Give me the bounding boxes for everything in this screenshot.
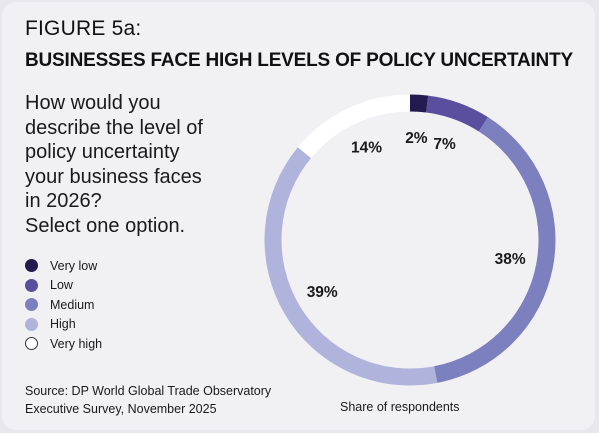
question-line: Select one option. <box>25 214 186 237</box>
data-label-high: 39% <box>307 284 338 301</box>
data-label-very-low: 2% <box>405 130 428 147</box>
source-note: Source: DP World Global Trade Observator… <box>25 382 271 418</box>
legend-item-high: High <box>25 315 102 335</box>
source-line: Executive Survey, November 2025 <box>25 402 217 416</box>
donut-chart: 2% 7% 38% 39% 14% <box>264 94 556 386</box>
legend-label: Very high <box>50 336 103 351</box>
donut-segment-very-low <box>409 94 429 113</box>
donut-segment-medium <box>434 117 556 383</box>
question-line: describe the level of <box>25 116 203 139</box>
chart-legend: Very low Low Medium High Very high <box>25 256 102 354</box>
legend-swatch <box>25 298 38 312</box>
legend-label: Low <box>50 278 73 293</box>
figure-label: FIGURE 5a: <box>25 17 142 40</box>
source-line: Source: DP World Global Trade Observator… <box>25 384 272 398</box>
data-label-low: 7% <box>433 136 456 153</box>
donut-segment-very-high <box>297 94 411 159</box>
question-line: How would you <box>25 92 161 114</box>
data-label-very-high: 14% <box>351 140 382 157</box>
legend-item-very-high: Very high <box>25 334 102 354</box>
survey-question: How would you describe the level of poli… <box>25 91 245 238</box>
question-line: in 2026? <box>25 190 102 212</box>
legend-item-medium: Medium <box>25 295 102 315</box>
donut-segment-low <box>425 95 488 132</box>
figure-title: BUSINESSES FACE HIGH LEVELS OF POLICY UN… <box>25 50 573 71</box>
legend-label: Very low <box>50 258 98 273</box>
data-label-medium: 38% <box>495 251 526 268</box>
legend-label: Medium <box>50 297 95 312</box>
chart-caption: Share of respondents <box>340 400 460 414</box>
question-line: your business faces <box>25 165 202 188</box>
legend-swatch <box>25 317 38 331</box>
figure-card: FIGURE 5a: BUSINESSES FACE HIGH LEVELS O… <box>2 2 595 430</box>
legend-swatch <box>25 278 38 292</box>
donut-segment-high <box>264 147 438 386</box>
legend-swatch <box>25 259 38 273</box>
legend-label: High <box>50 317 76 332</box>
legend-swatch <box>25 337 38 351</box>
question-line: policy uncertainty <box>25 141 180 163</box>
legend-item-low: Low <box>25 276 102 296</box>
legend-item-very-low: Very low <box>25 256 102 276</box>
